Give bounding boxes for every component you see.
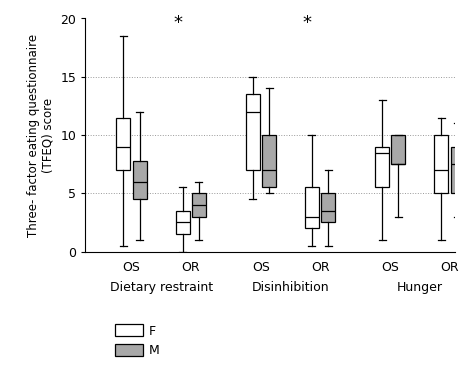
Text: Hunger: Hunger [397, 281, 443, 294]
Text: Disinhibition: Disinhibition [252, 281, 329, 294]
PathPatch shape [451, 147, 465, 193]
Legend: F, M: F, M [115, 324, 160, 357]
Y-axis label: Three- factor eating questionnaire
(TFEQ) score: Three- factor eating questionnaire (TFEQ… [27, 34, 55, 236]
Text: *: * [303, 14, 311, 33]
PathPatch shape [305, 188, 319, 228]
Text: *: * [173, 14, 182, 33]
PathPatch shape [262, 135, 276, 188]
PathPatch shape [434, 135, 448, 193]
PathPatch shape [246, 94, 260, 170]
Text: Dietary restraint: Dietary restraint [109, 281, 213, 294]
PathPatch shape [321, 193, 335, 222]
PathPatch shape [192, 193, 206, 216]
PathPatch shape [175, 211, 190, 234]
PathPatch shape [375, 147, 389, 188]
PathPatch shape [133, 161, 146, 199]
PathPatch shape [117, 118, 130, 170]
PathPatch shape [392, 135, 405, 164]
